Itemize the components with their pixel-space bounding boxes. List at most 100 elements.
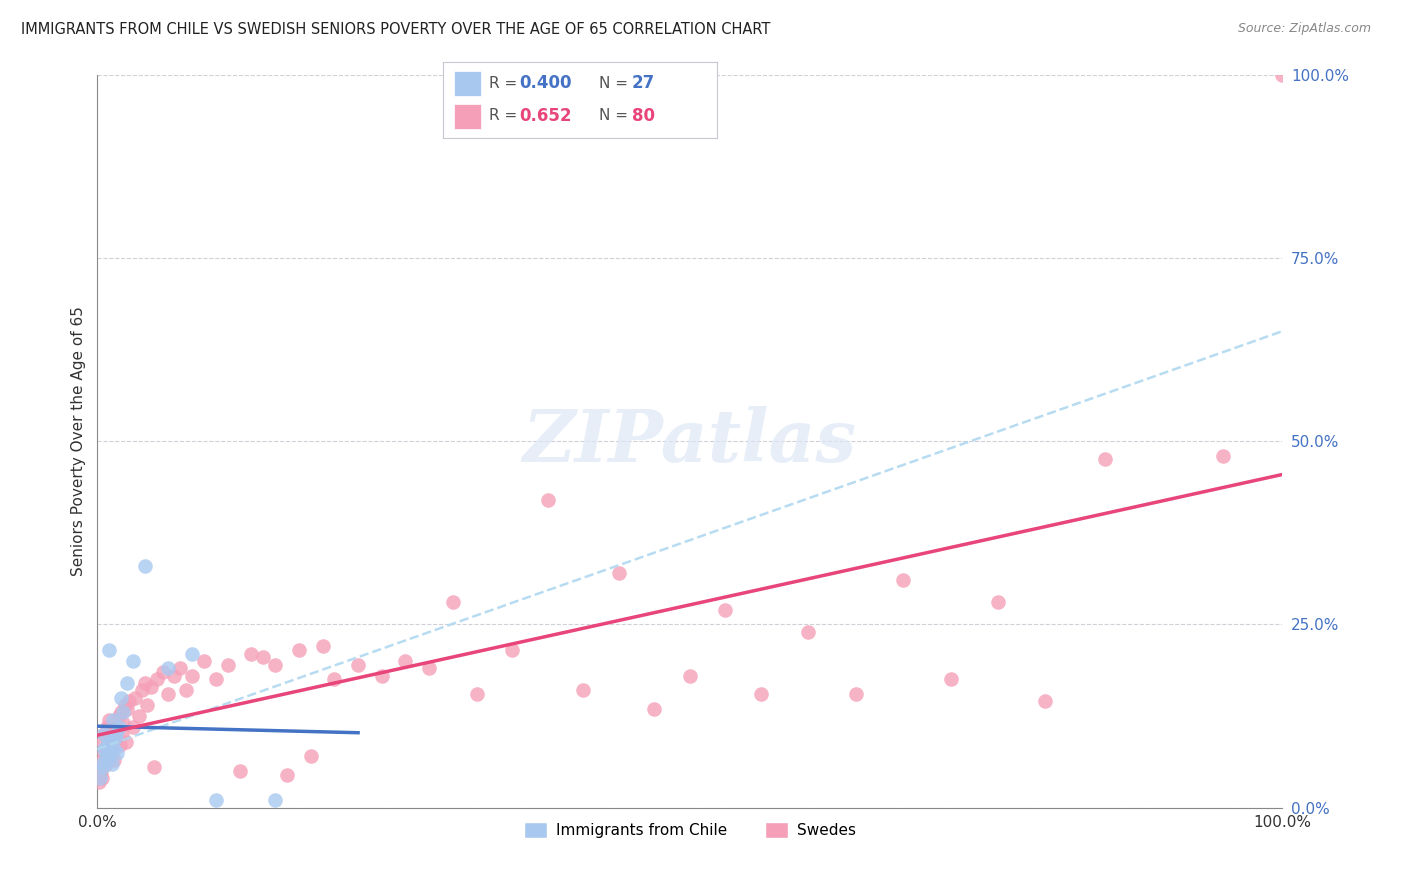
Text: ZIPatlas: ZIPatlas: [523, 406, 858, 476]
Text: N =: N =: [599, 109, 633, 123]
Point: [465, 687, 488, 701]
Text: 27: 27: [633, 74, 655, 92]
Point: [157, 661, 180, 675]
Point: [96, 739, 118, 753]
Point: [96, 742, 118, 756]
Text: 80: 80: [633, 107, 655, 125]
Point: [264, 657, 287, 672]
Point: [100, 735, 122, 749]
Point: [91, 735, 114, 749]
Point: [205, 793, 228, 807]
Point: [122, 654, 145, 668]
Point: [139, 680, 162, 694]
Point: [1271, 68, 1294, 82]
Point: [107, 709, 129, 723]
Point: [1094, 452, 1116, 467]
Legend: Immigrants from Chile, Swedes: Immigrants from Chile, Swedes: [517, 816, 862, 844]
Point: [1212, 449, 1234, 463]
Point: [118, 694, 141, 708]
Point: [891, 574, 914, 588]
Point: [193, 654, 215, 668]
Point: [91, 772, 114, 786]
Point: [100, 756, 122, 771]
Point: [714, 603, 737, 617]
Point: [89, 768, 111, 782]
Point: [87, 775, 110, 789]
Point: [90, 764, 112, 778]
Point: [311, 640, 333, 654]
Point: [394, 654, 416, 668]
Text: 0.652: 0.652: [520, 107, 572, 125]
Point: [371, 669, 394, 683]
Point: [501, 643, 523, 657]
Point: [103, 742, 125, 756]
Point: [607, 566, 630, 581]
Point: [114, 698, 136, 712]
Point: [749, 687, 772, 701]
Point: [101, 727, 124, 741]
Point: [115, 702, 138, 716]
Point: [157, 687, 180, 701]
Point: [181, 669, 204, 683]
Point: [323, 673, 346, 687]
Point: [128, 709, 150, 723]
Point: [97, 749, 120, 764]
Point: [679, 669, 702, 683]
Point: [104, 720, 127, 734]
Point: [107, 720, 129, 734]
Y-axis label: Seniors Poverty Over the Age of 65: Seniors Poverty Over the Age of 65: [72, 306, 86, 576]
Point: [136, 698, 159, 712]
Point: [288, 643, 311, 657]
Point: [98, 643, 121, 657]
Bar: [454, 104, 481, 129]
Point: [93, 742, 115, 756]
Point: [1035, 694, 1057, 708]
Point: [104, 731, 127, 745]
Point: [98, 739, 121, 753]
Point: [939, 673, 962, 687]
Point: [101, 713, 124, 727]
Point: [134, 676, 156, 690]
Text: 0.400: 0.400: [520, 74, 572, 92]
Point: [264, 793, 287, 807]
Point: [122, 720, 145, 734]
Point: [98, 713, 121, 727]
Point: [110, 706, 132, 720]
Point: [114, 735, 136, 749]
Point: [110, 690, 132, 705]
Point: [418, 661, 440, 675]
Point: [181, 647, 204, 661]
Point: [100, 735, 122, 749]
Point: [134, 558, 156, 573]
Point: [91, 756, 114, 771]
Point: [107, 723, 129, 738]
Point: [98, 746, 121, 760]
Text: R =: R =: [489, 76, 523, 91]
Point: [94, 749, 117, 764]
Point: [145, 673, 167, 687]
Point: [94, 756, 117, 771]
Point: [537, 492, 560, 507]
Point: [103, 753, 125, 767]
Point: [987, 595, 1010, 609]
Point: [93, 727, 115, 741]
Point: [299, 749, 322, 764]
Bar: [454, 70, 481, 95]
Point: [252, 650, 274, 665]
Point: [169, 661, 191, 675]
Point: [124, 690, 146, 705]
Text: N =: N =: [599, 76, 633, 91]
Point: [96, 720, 118, 734]
Point: [93, 746, 115, 760]
Point: [643, 702, 665, 716]
Point: [112, 716, 135, 731]
Point: [131, 683, 153, 698]
Point: [143, 760, 166, 774]
Point: [797, 624, 820, 639]
Point: [205, 673, 228, 687]
Point: [115, 676, 138, 690]
Point: [163, 669, 186, 683]
Point: [112, 706, 135, 720]
Point: [174, 683, 197, 698]
Point: [228, 764, 250, 778]
